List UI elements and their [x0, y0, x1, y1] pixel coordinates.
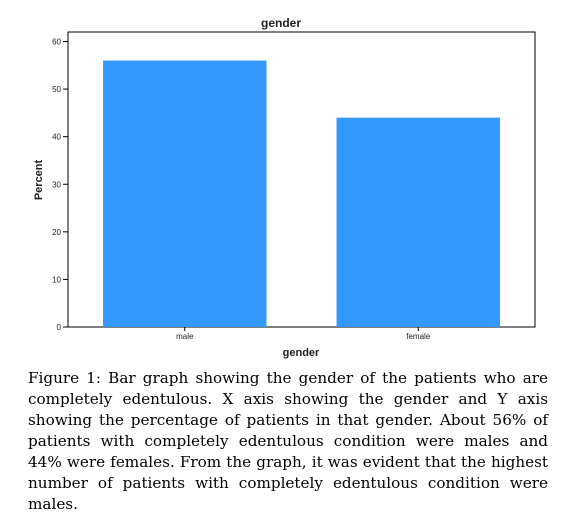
- y-axis: 0 10 20 30 40 50 60: [52, 38, 68, 332]
- y-tick-label: 60: [52, 38, 61, 47]
- x-tick-label-female: female: [406, 332, 431, 341]
- y-tick-label: 10: [52, 275, 61, 284]
- x-axis: male female: [176, 327, 431, 341]
- y-tick-label: 0: [57, 323, 62, 332]
- x-axis-label: gender: [283, 347, 320, 359]
- x-tick-label-male: male: [176, 332, 194, 341]
- bar-female: [336, 117, 500, 327]
- y-tick-label: 50: [52, 85, 61, 94]
- bar-male: [103, 60, 267, 327]
- y-tick-label: 40: [52, 133, 61, 142]
- y-tick-label: 20: [52, 228, 61, 237]
- chart-title: gender: [261, 16, 301, 30]
- y-tick-label: 30: [52, 180, 61, 189]
- figure-caption: Figure 1: Bar graph showing the gender o…: [28, 369, 548, 513]
- y-axis-label: Percent: [33, 159, 45, 200]
- bars-group: [103, 60, 500, 327]
